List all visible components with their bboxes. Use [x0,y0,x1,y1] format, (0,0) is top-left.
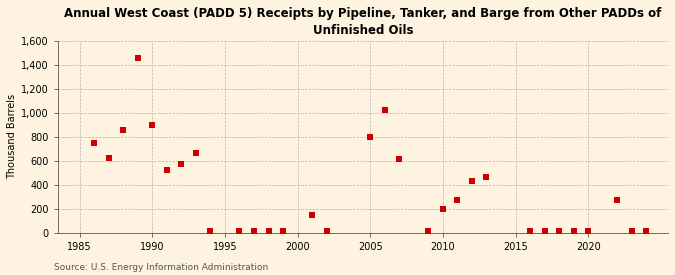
Point [161,168,172,172]
Point [147,123,158,127]
Point [612,198,622,202]
Point [423,229,434,233]
Point [321,229,332,233]
Point [103,156,114,161]
Point [641,229,651,233]
Text: Source: U.S. Energy Information Administration: Source: U.S. Energy Information Administ… [54,263,268,272]
Point [437,206,448,211]
Point [190,151,201,155]
Point [306,212,317,217]
Point [277,229,288,233]
Point [248,229,259,233]
Point [554,229,564,233]
Point [466,179,477,183]
Point [364,134,375,139]
Point [263,229,274,233]
Point [452,198,463,202]
Point [234,229,245,233]
Point [524,229,535,233]
Point [481,175,492,180]
Point [205,229,216,233]
Point [379,108,390,112]
Point [568,229,579,233]
Point [583,229,593,233]
Title: Annual West Coast (PADD 5) Receipts by Pipeline, Tanker, and Barge from Other PA: Annual West Coast (PADD 5) Receipts by P… [64,7,662,37]
Y-axis label: Thousand Barrels: Thousand Barrels [7,94,17,179]
Point [539,229,550,233]
Point [132,56,143,60]
Point [118,128,129,132]
Point [626,229,637,233]
Point [394,157,405,162]
Point [176,161,187,166]
Point [89,141,100,145]
